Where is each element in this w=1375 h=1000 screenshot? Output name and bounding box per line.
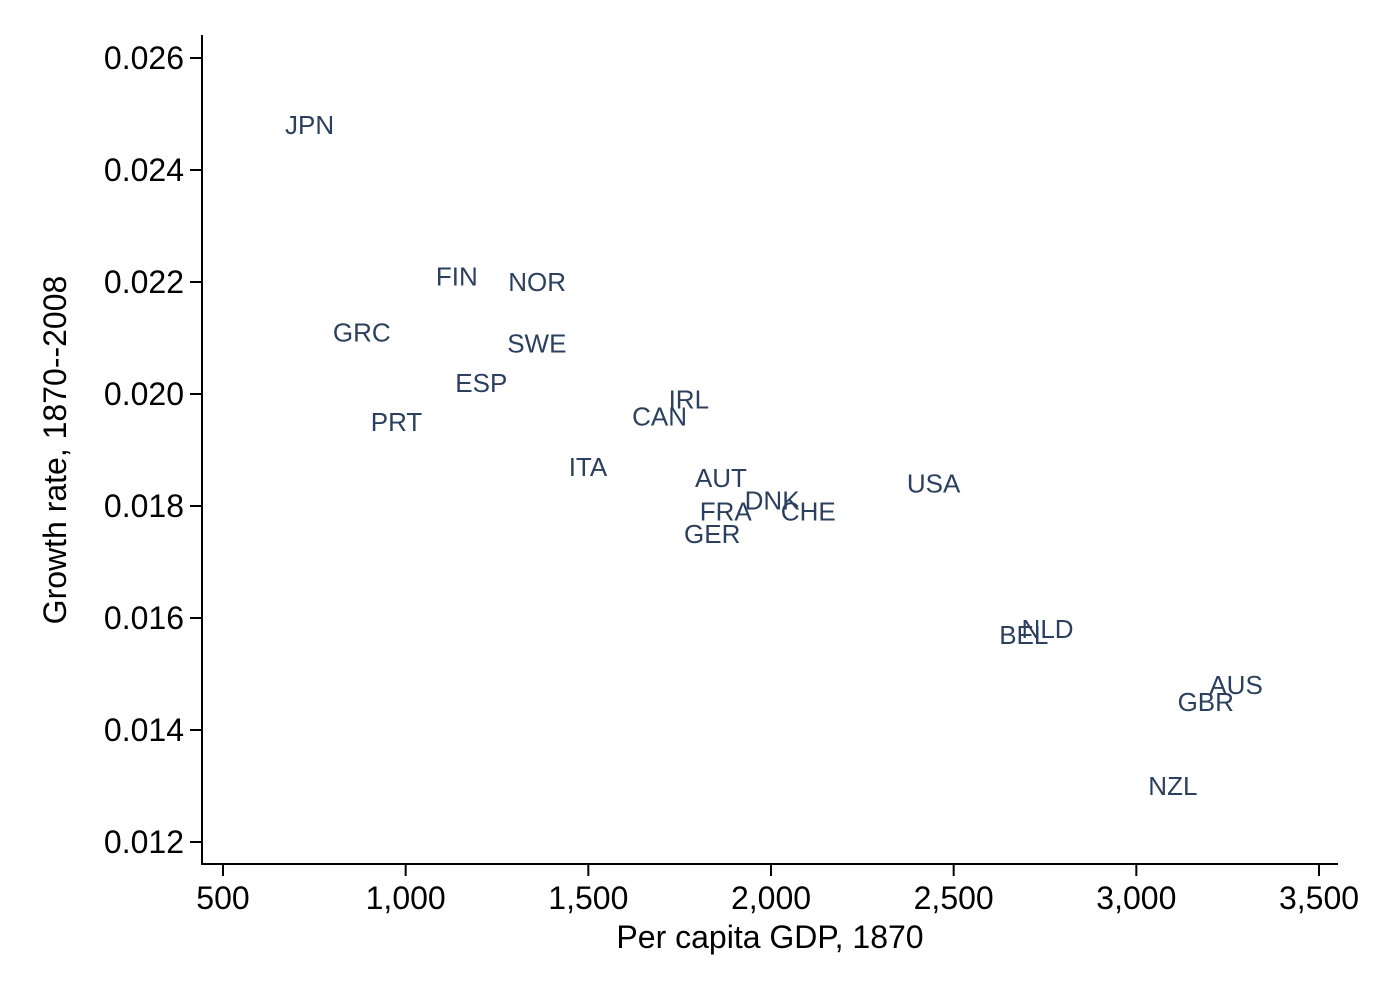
x-tick-label: 500 [196, 880, 249, 916]
y-tick-label: 0.024 [104, 152, 184, 188]
point-label-jpn: JPN [285, 110, 334, 140]
point-label-can: CAN [632, 401, 687, 431]
y-tick-label: 0.014 [104, 712, 184, 748]
y-axis-title: Growth rate, 1870--2008 [37, 276, 73, 625]
point-label-dnk: DNK [745, 485, 801, 515]
point-label-nor: NOR [508, 267, 566, 297]
y-tick-label: 0.016 [104, 600, 184, 636]
point-label-bel: BEL [999, 620, 1048, 650]
point-label-grc: GRC [333, 317, 391, 347]
y-tick-label: 0.022 [104, 264, 184, 300]
y-ticks: 0.012 0.014 0.016 0.018 0.020 0.022 0.024 0.026 [104, 40, 202, 860]
y-tick-label: 0.018 [104, 488, 184, 524]
y-tick-label: 0.026 [104, 40, 184, 76]
point-label-usa: USA [907, 469, 961, 499]
x-tick-label: 3,000 [1096, 880, 1176, 916]
point-label-esp: ESP [455, 368, 507, 398]
x-tick-label: 1,000 [366, 880, 446, 916]
point-label-nld: NLD [1022, 614, 1074, 644]
point-label-fra: FRA [700, 497, 753, 527]
x-ticks: 500 1,000 1,500 2,000 2,500 3,000 3,500 [196, 864, 1359, 916]
axes [201, 35, 1338, 865]
point-label-aut: AUT [695, 463, 747, 493]
point-label-ita: ITA [569, 452, 608, 482]
point-label-aus: AUS [1209, 670, 1262, 700]
point-label-swe: SWE [507, 329, 566, 359]
x-tick-label: 3,500 [1279, 880, 1359, 916]
point-label-ger: GER [684, 519, 740, 549]
point-label-prt: PRT [371, 407, 423, 437]
y-tick-label: 0.020 [104, 376, 184, 412]
point-label-fin: FIN [436, 261, 478, 291]
x-axis-title: Per capita GDP, 1870 [616, 919, 923, 955]
y-tick-label: 0.012 [104, 824, 184, 860]
point-label-che: CHE [781, 497, 836, 527]
point-label-nzl: NZL [1148, 771, 1197, 801]
x-tick-label: 2,000 [731, 880, 811, 916]
x-tick-label: 1,500 [548, 880, 628, 916]
point-label-irl: IRL [669, 385, 709, 415]
point-label-gbr: GBR [1178, 687, 1234, 717]
x-tick-label: 2,500 [914, 880, 994, 916]
